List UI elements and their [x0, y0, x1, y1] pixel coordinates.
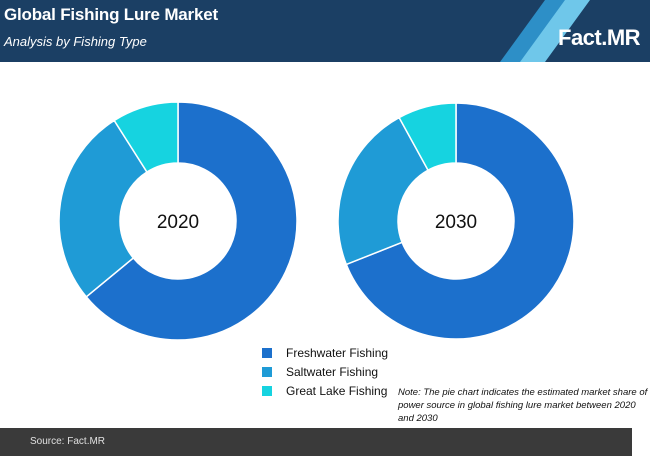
- legend-item-freshwater: Freshwater Fishing: [262, 344, 388, 362]
- donut-slice-2030-saltwater-fishing: [337, 116, 430, 266]
- legend-swatch-freshwater: [262, 348, 272, 358]
- footer-edge: [632, 428, 650, 456]
- legend: Freshwater Fishing Saltwater Fishing Gre…: [262, 344, 388, 401]
- donut-slice-2020-saltwater-fishing: [58, 119, 148, 298]
- source-text: Source: Fact.MR: [30, 436, 106, 447]
- header-background: [0, 0, 650, 62]
- donut-slice-2030-freshwater-fishing: [345, 102, 575, 340]
- chart-subtitle: Analysis by Fishing Type: [4, 34, 147, 49]
- legend-swatch-great-lake: [262, 386, 272, 396]
- legend-item-great-lake: Great Lake Fishing: [262, 382, 388, 400]
- donut-slice-2020-freshwater-fishing: [85, 101, 298, 341]
- donut-center-label-2020: 2020: [157, 212, 199, 233]
- legend-label-freshwater: Freshwater Fishing: [286, 346, 389, 360]
- charts-area: 2020 2030: [0, 62, 650, 362]
- donut-charts: 2020 2030: [58, 101, 575, 341]
- chart-title: Global Fishing Lure Market: [4, 5, 218, 24]
- donut-slice-2020-great-lake-fishing: [113, 101, 179, 174]
- legend-item-saltwater: Saltwater Fishing: [262, 363, 388, 381]
- factmr-logo: Fact.MR: [558, 25, 641, 50]
- donut-center-label-2030: 2030: [435, 212, 477, 233]
- legend-label-saltwater: Saltwater Fishing: [286, 365, 379, 379]
- header-banner: Global Fishing Lure Market Analysis by F…: [0, 0, 650, 62]
- legend-swatch-saltwater: [262, 367, 272, 377]
- chart-note: Note: The pie chart indicates the estima…: [398, 387, 648, 424]
- footer-bar: Source: Fact.MR: [0, 428, 632, 456]
- legend-label-great-lake: Great Lake Fishing: [286, 384, 388, 398]
- donut-slice-2030-great-lake-fishing: [398, 102, 457, 172]
